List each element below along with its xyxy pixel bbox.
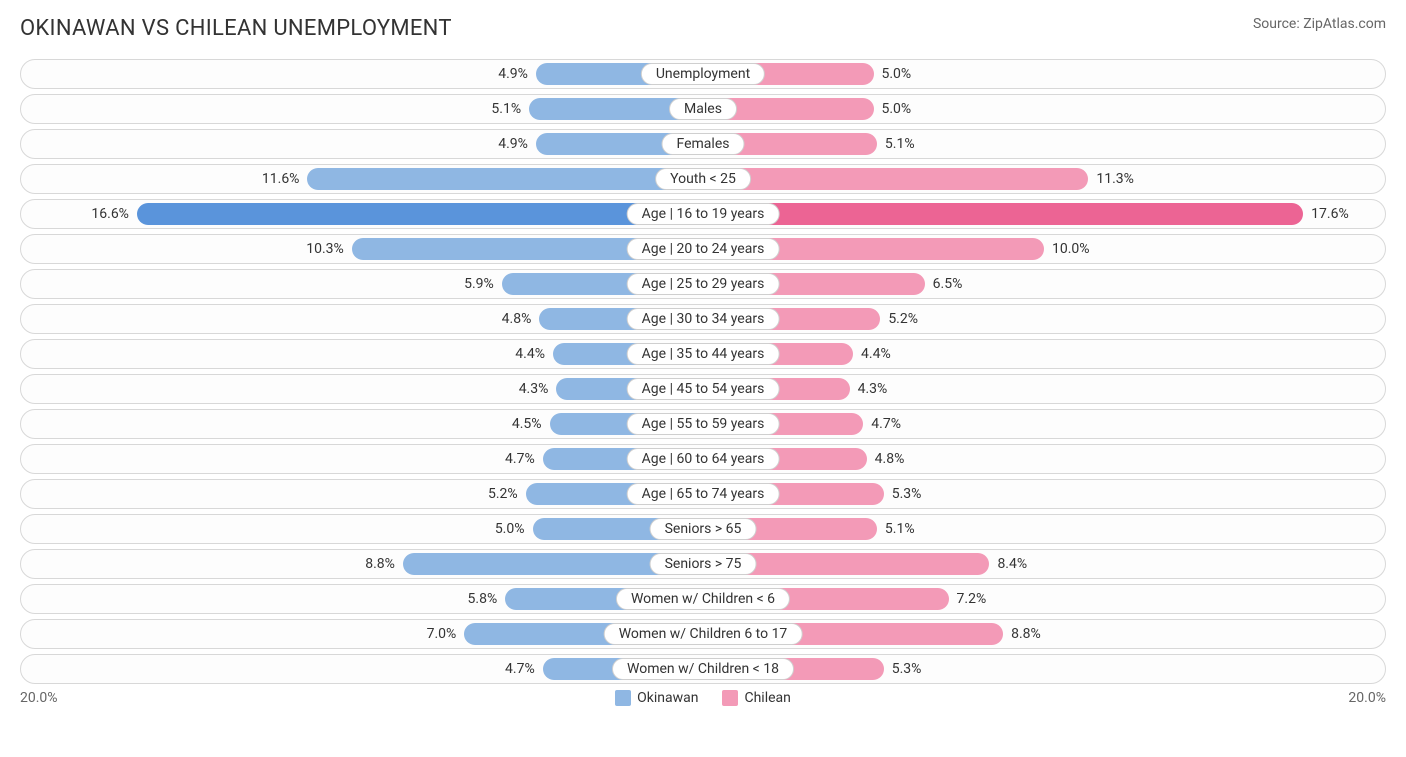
value-left: 4.7% [505,445,535,473]
category-label: Age | 45 to 54 years [627,378,780,400]
value-right: 5.3% [892,480,922,508]
value-left: 5.2% [488,480,518,508]
value-left: 5.0% [495,515,525,543]
value-right: 6.5% [933,270,963,298]
value-right: 4.4% [861,340,891,368]
legend-item-left: Okinawan [615,690,698,706]
chart-row: 4.4% 4.4% Age | 35 to 44 years [20,339,1386,369]
diverging-bar-chart: 4.9% 5.0% Unemployment 5.1% 5.0% Males 4.9% 5.1… [20,59,1386,684]
chart-title: OKINAWAN VS CHILEAN UNEMPLOYMENT [20,16,452,41]
value-left: 8.8% [365,550,395,578]
value-right: 5.0% [882,60,912,88]
chart-row: 16.6% 17.6% Age | 16 to 19 years [20,199,1386,229]
category-label: Age | 25 to 29 years [627,273,780,295]
value-right: 5.1% [885,130,915,158]
value-right: 5.3% [892,655,922,683]
chart-row: 5.8% 7.2% Women w/ Children < 6 [20,584,1386,614]
chart-row: 4.5% 4.7% Age | 55 to 59 years [20,409,1386,439]
legend-swatch-left [615,690,631,706]
value-left: 4.8% [502,305,532,333]
value-left: 11.6% [262,165,300,193]
category-label: Age | 30 to 34 years [627,308,780,330]
axis-max-left: 20.0% [20,690,58,706]
bar-left [307,168,703,190]
chart-row: 4.8% 5.2% Age | 30 to 34 years [20,304,1386,334]
value-left: 5.9% [464,270,494,298]
category-label: Age | 60 to 64 years [627,448,780,470]
value-left: 4.3% [519,375,549,403]
category-label: Seniors > 65 [650,518,757,540]
value-right: 8.4% [997,550,1027,578]
chart-row: 5.2% 5.3% Age | 65 to 74 years [20,479,1386,509]
axis-max-right: 20.0% [1348,690,1386,706]
value-right: 5.2% [888,305,918,333]
value-right: 8.8% [1011,620,1041,648]
category-label: Age | 65 to 74 years [627,483,780,505]
value-left: 4.4% [515,340,545,368]
category-label: Unemployment [641,63,765,85]
value-left: 7.0% [427,620,457,648]
legend-swatch-right [722,690,738,706]
value-left: 5.1% [491,95,521,123]
legend-label-right: Chilean [744,690,790,706]
legend-label-left: Okinawan [637,690,698,706]
bar-left [137,203,703,225]
value-left: 16.6% [91,200,129,228]
value-left: 4.9% [498,130,528,158]
value-right: 5.0% [882,95,912,123]
chart-row: 5.0% 5.1% Seniors > 65 [20,514,1386,544]
chart-source: Source: ZipAtlas.com [1253,16,1386,32]
category-label: Women w/ Children < 6 [616,588,790,610]
chart-row: 11.6% 11.3% Youth < 25 [20,164,1386,194]
category-label: Males [669,98,737,120]
category-label: Youth < 25 [655,168,751,190]
chart-row: 4.3% 4.3% Age | 45 to 54 years [20,374,1386,404]
value-left: 4.9% [498,60,528,88]
chart-row: 4.9% 5.1% Females [20,129,1386,159]
chart-row: 5.9% 6.5% Age | 25 to 29 years [20,269,1386,299]
category-label: Women w/ Children 6 to 17 [604,623,803,645]
legend-item-right: Chilean [722,690,790,706]
value-right: 4.3% [858,375,888,403]
chart-row: 7.0% 8.8% Women w/ Children 6 to 17 [20,619,1386,649]
value-right: 17.6% [1311,200,1349,228]
chart-row: 8.8% 8.4% Seniors > 75 [20,549,1386,579]
value-right: 5.1% [885,515,915,543]
legend: Okinawan Chilean [615,690,791,706]
bar-right [703,203,1303,225]
value-right: 4.7% [871,410,901,438]
chart-row: 5.1% 5.0% Males [20,94,1386,124]
chart-row: 4.7% 4.8% Age | 60 to 64 years [20,444,1386,474]
value-left: 4.5% [512,410,542,438]
value-right: 7.2% [957,585,987,613]
category-label: Age | 20 to 24 years [627,238,780,260]
value-left: 10.3% [306,235,344,263]
category-label: Age | 16 to 19 years [627,203,780,225]
bar-right [703,168,1088,190]
chart-row: 10.3% 10.0% Age | 20 to 24 years [20,234,1386,264]
chart-footer: 20.0% Okinawan Chilean 20.0% [20,690,1386,706]
category-label: Females [662,133,745,155]
chart-row: 4.9% 5.0% Unemployment [20,59,1386,89]
value-right: 11.3% [1096,165,1134,193]
category-label: Age | 55 to 59 years [627,413,780,435]
category-label: Age | 35 to 44 years [627,343,780,365]
category-label: Seniors > 75 [650,553,757,575]
value-left: 4.7% [505,655,535,683]
chart-row: 4.7% 5.3% Women w/ Children < 18 [20,654,1386,684]
value-right: 10.0% [1052,235,1090,263]
category-label: Women w/ Children < 18 [612,658,794,680]
value-left: 5.8% [468,585,498,613]
chart-header: OKINAWAN VS CHILEAN UNEMPLOYMENT Source:… [20,16,1386,41]
value-right: 4.8% [875,445,905,473]
